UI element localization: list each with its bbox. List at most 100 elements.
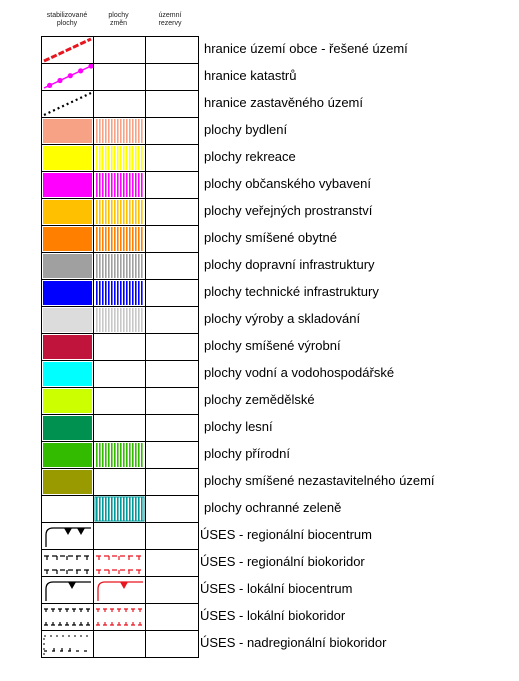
cell-changes	[93, 387, 146, 415]
legend-row	[41, 63, 199, 91]
swatch-uses-symbol	[45, 581, 91, 601]
cell-changes	[93, 576, 146, 604]
cell-reserves	[145, 576, 199, 604]
cell-stabilized	[41, 90, 94, 118]
cell-reserves	[145, 36, 199, 64]
legend-item-label: plochy smíšené obytné	[204, 230, 337, 245]
column-header-reserves: územní rezervy	[144, 12, 196, 28]
legend-item-label: plochy zemědělské	[204, 392, 315, 407]
legend-row	[41, 144, 199, 172]
swatch-uses-symbol	[44, 608, 91, 626]
cell-stabilized	[41, 306, 94, 334]
legend-item-label: plochy občanského vybavení	[204, 176, 371, 191]
cell-stabilized	[41, 576, 94, 604]
swatch-fill	[43, 146, 92, 170]
legend-item-label: plochy smíšené výrobní	[204, 338, 341, 353]
legend-item-label: plochy lesní	[204, 419, 273, 434]
cell-stabilized	[41, 603, 94, 631]
swatch-fill	[43, 173, 92, 197]
cell-stabilized	[41, 414, 94, 442]
cell-stabilized	[41, 36, 94, 64]
swatch-stripes	[96, 146, 143, 170]
cell-reserves	[145, 603, 199, 631]
legend-item-label: plochy ochranné zeleně	[204, 500, 342, 515]
legend-row	[41, 117, 199, 145]
legend-row	[41, 360, 199, 388]
swatch-uses-symbol	[96, 555, 143, 574]
cell-changes	[93, 171, 146, 199]
legend-row	[41, 549, 199, 577]
cell-changes	[93, 306, 146, 334]
swatch-fill	[43, 362, 92, 386]
legend-row	[41, 306, 199, 334]
column-header-stabilized: stabilizované plochy	[28, 12, 106, 28]
cell-stabilized	[41, 144, 94, 172]
legend-row	[41, 441, 199, 469]
column-header-line: stabilizované	[46, 12, 88, 19]
swatch-fill	[43, 308, 92, 332]
swatch-fill	[43, 389, 92, 413]
column-header-line: rezervy	[158, 20, 182, 27]
legend-item-label: hranice katastrů	[204, 68, 297, 83]
swatch-stripes	[96, 119, 143, 143]
legend-row	[41, 603, 199, 631]
legend-item-label: plochy bydlení	[204, 122, 288, 137]
swatch-stripes	[96, 443, 143, 467]
swatch-line	[43, 64, 93, 89]
swatch-stripes	[96, 200, 143, 224]
cell-reserves	[145, 387, 199, 415]
cell-changes	[93, 414, 146, 442]
column-header-line: plochy	[108, 12, 129, 19]
cell-stabilized	[41, 360, 94, 388]
cell-stabilized	[41, 171, 94, 199]
cell-changes	[93, 360, 146, 388]
column-header-line: územní	[158, 12, 182, 19]
cell-changes	[93, 333, 146, 361]
legend-table	[41, 36, 199, 658]
column-header-line: změn	[109, 20, 128, 27]
swatch-fill	[43, 470, 92, 494]
swatch-uses-symbol	[96, 608, 143, 626]
cell-reserves	[145, 171, 199, 199]
cell-stabilized	[41, 198, 94, 226]
legend-row	[41, 198, 199, 226]
cell-stabilized	[41, 117, 94, 145]
cell-stabilized	[41, 468, 94, 496]
cell-reserves	[145, 495, 199, 523]
cell-reserves	[145, 630, 199, 658]
swatch-stripes	[96, 173, 143, 197]
swatch-uses-symbol	[45, 527, 91, 547]
cell-changes	[93, 441, 146, 469]
swatch-fill	[43, 254, 92, 278]
legend-row	[41, 279, 199, 307]
cell-reserves	[145, 306, 199, 334]
legend-item-label: plochy výroby a skladování	[204, 311, 361, 326]
column-header-changes: plochy změn	[93, 12, 144, 28]
legend-item-label: ÚSES - lokální biokoridor	[200, 608, 346, 623]
cell-changes	[93, 630, 146, 658]
legend-row	[41, 333, 199, 361]
cell-reserves	[145, 468, 199, 496]
legend-row	[41, 522, 199, 550]
legend-row	[41, 225, 199, 253]
legend-item-label: hranice území obce - řešené území	[204, 41, 408, 56]
cell-reserves	[145, 144, 199, 172]
cell-reserves	[145, 117, 199, 145]
cell-changes	[93, 198, 146, 226]
swatch-stripes	[96, 227, 143, 251]
legend-row	[41, 630, 199, 658]
cell-reserves	[145, 549, 199, 577]
cell-stabilized	[41, 630, 94, 658]
legend-row	[41, 468, 199, 496]
cell-changes	[93, 252, 146, 280]
swatch-line	[43, 37, 92, 63]
cell-stabilized	[41, 252, 94, 280]
cell-changes	[93, 549, 146, 577]
legend-item-label: ÚSES - regionální biocentrum	[200, 527, 372, 542]
swatch-fill	[43, 227, 92, 251]
swatch-stripes	[94, 496, 145, 522]
cell-changes	[93, 468, 146, 496]
cell-reserves	[145, 63, 199, 91]
legend-row	[41, 36, 199, 64]
legend-item-label: hranice zastavěného území	[204, 95, 363, 110]
